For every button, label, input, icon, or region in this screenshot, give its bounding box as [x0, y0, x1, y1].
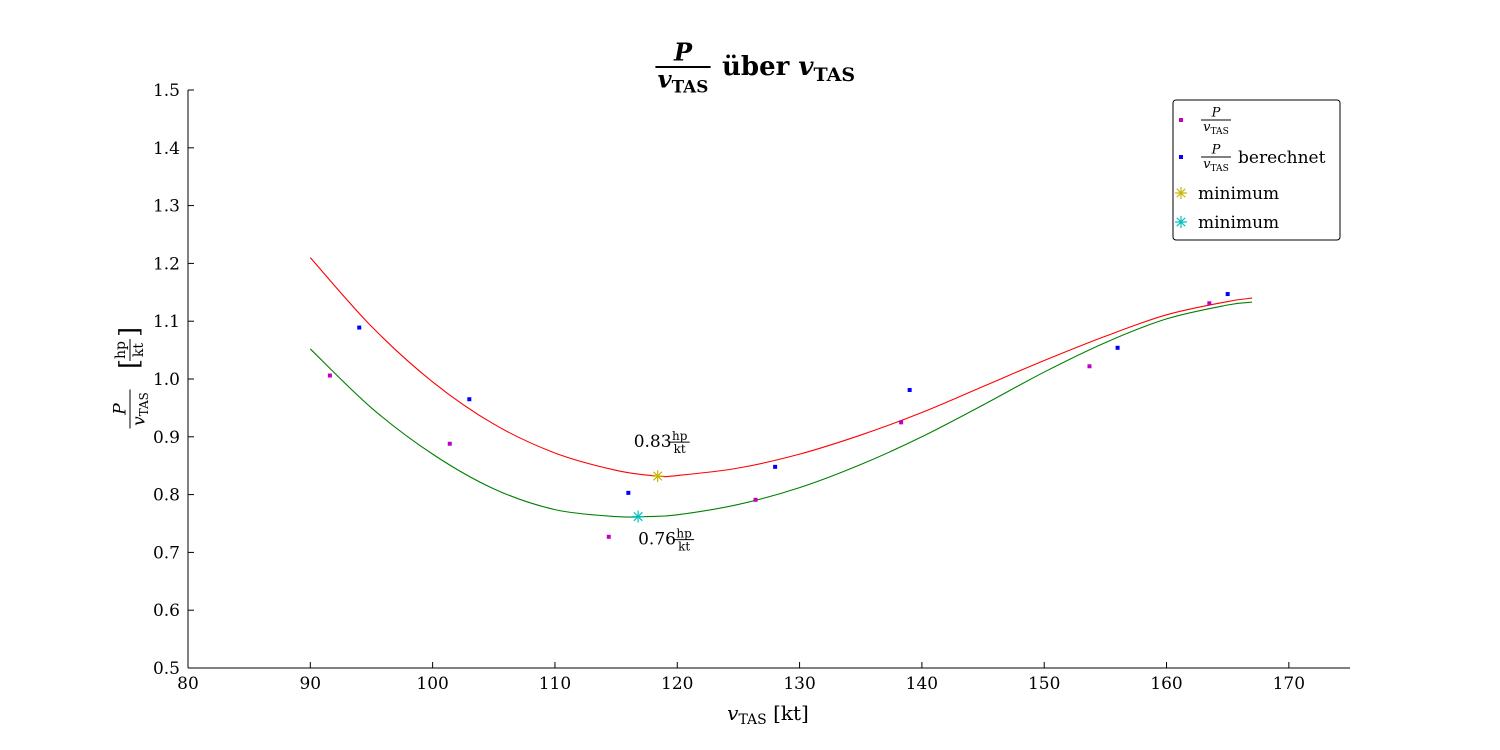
minimum-value: 0.76: [638, 530, 676, 550]
legend-label-minimum: minimum: [1198, 184, 1279, 204]
fraction-denominator: vTAS: [129, 392, 151, 426]
title-text: über vTAS: [722, 52, 855, 86]
y-tick-label: 1.1: [153, 312, 180, 332]
minimum-unit-numerator: hp: [672, 429, 688, 443]
data-point: [626, 490, 631, 495]
fraction-numerator: P: [1211, 142, 1221, 157]
y-tick-label: 0.6: [153, 601, 180, 621]
legend-label-minimum: minimum: [1198, 213, 1279, 233]
fraction-denominator: vTAS: [658, 64, 709, 96]
x-tick-label: 100: [416, 674, 448, 694]
legend-star-icon: [1175, 187, 1187, 199]
bracket-close: ]: [115, 327, 145, 337]
data-point: [773, 464, 778, 469]
x-tick-label: 160: [1150, 674, 1182, 694]
legend-marker: [1179, 155, 1183, 159]
y-tick-label: 0.7: [153, 543, 180, 563]
minimum-marker-1: [632, 510, 645, 523]
minimum-marker-0: [651, 470, 664, 483]
data-point: [327, 373, 332, 378]
minimum-value: 0.83: [634, 432, 672, 452]
x-tick-label: 170: [1273, 674, 1305, 694]
fraction-numerator: P: [673, 37, 693, 66]
bracket-open: [: [115, 359, 145, 369]
data-point: [899, 420, 904, 425]
legend-label-suffix: berechnet: [1238, 148, 1326, 168]
y-tick-label: 0.5: [153, 659, 180, 679]
curve-fit-red: [309, 257, 1253, 478]
minimum-unit-denominator: kt: [674, 442, 686, 456]
y-tick-label: 1.5: [153, 81, 180, 101]
data-points: [327, 292, 1230, 539]
data-point: [907, 387, 912, 392]
x-tick-label: 90: [299, 674, 321, 694]
y-tick-label: 1.2: [153, 254, 180, 274]
y-ticks: 0.5 0.6 0.7 0.8 0.9 1.0 1.1 1.2 1.3 1.4 1.5: [153, 81, 194, 679]
legend-star-icon: [1175, 216, 1187, 228]
data-point: [753, 497, 758, 502]
data-point: [606, 534, 611, 539]
minimum-unit-denominator: kt: [678, 540, 690, 554]
x-tick-label: 140: [906, 674, 938, 694]
legend-box: [1172, 99, 1341, 241]
data-point: [1115, 345, 1120, 350]
fraction-numerator: P: [110, 403, 130, 416]
data-point: [357, 325, 362, 330]
data-point: [1225, 292, 1230, 297]
data-point: [447, 441, 452, 446]
y-tick-label: 1.0: [153, 370, 180, 390]
x-tick-label: 130: [783, 674, 815, 694]
data-point: [1087, 364, 1092, 369]
fraction-numerator: P: [1211, 105, 1221, 120]
fraction-denominator: vTAS: [1203, 157, 1229, 174]
fit-curves: [309, 257, 1253, 518]
y-label-unit: [hp kt]: [113, 327, 147, 369]
x-axis-label-text: vTAS [kt]: [727, 701, 809, 728]
x-tick-label: 150: [1028, 674, 1060, 694]
legend-marker: [1179, 118, 1183, 122]
unit-denominator: kt: [131, 343, 147, 357]
y-tick-label: 1.4: [153, 139, 180, 159]
x-tick-label: 80: [177, 674, 199, 694]
x-tick-label: 120: [661, 674, 693, 694]
y-tick-label: 0.9: [153, 428, 180, 448]
data-point: [467, 397, 472, 402]
y-tick-label: 1.3: [153, 197, 180, 217]
fraction-denominator: vTAS: [1203, 120, 1229, 137]
x-tick-label: 110: [539, 674, 571, 694]
curve-fit-green: [309, 301, 1253, 518]
x-ticks: 80 90 100 110 120 130 140 150 160 170: [177, 662, 1305, 694]
minimum-unit-numerator: hp: [676, 527, 692, 541]
data-point: [1207, 301, 1212, 306]
unit-numerator: hp: [113, 341, 129, 359]
x-axis-label: vTAS [kt]: [727, 701, 809, 728]
y-tick-label: 0.8: [153, 486, 180, 506]
